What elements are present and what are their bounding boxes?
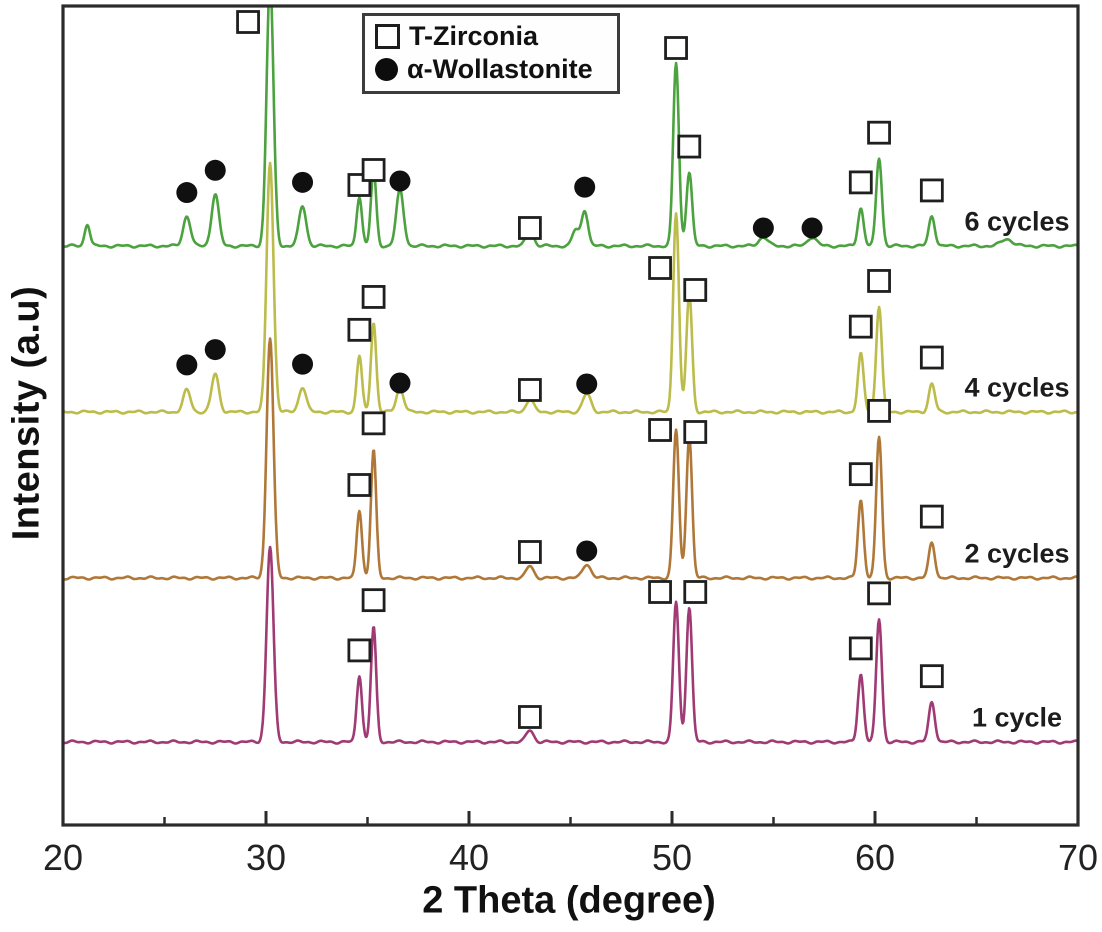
wollastonite-peak-marker: [292, 353, 314, 375]
t-zirconia-peak-marker: [867, 581, 891, 606]
t-zirconia-peak-marker: [347, 317, 372, 342]
t-zirconia-peak-marker: [848, 636, 873, 661]
t-zirconia-peak-marker: [683, 420, 708, 444]
t-zirconia-peak-marker: [664, 36, 688, 60]
xrd-trace-2-cycles: [63, 337, 1078, 581]
legend-label-zirconia: T-Zirconia: [409, 21, 539, 51]
y-axis-title: Intensity (a.u): [5, 285, 48, 541]
t-zirconia-peak-marker: [848, 314, 873, 339]
t-zirconia-peak-marker: [867, 398, 891, 423]
t-zirconia-peak-marker: [867, 269, 891, 293]
xrd-trace-6-cycles: [63, 6, 1078, 249]
wollastonite-peak-marker: [292, 171, 314, 193]
wollastonite-peak-marker: [176, 354, 198, 376]
filled-circle-marker-icon: [375, 58, 398, 81]
t-zirconia-peak-marker: [867, 120, 891, 145]
wollastonite-peak-marker: [389, 170, 411, 192]
open-square-marker-icon: [375, 24, 400, 49]
plot-frame: [61, 4, 1080, 827]
x-tick-label-50: 50: [651, 837, 693, 878]
t-zirconia-peak-marker: [518, 216, 542, 240]
t-zirconia-peak-marker: [848, 462, 873, 487]
t-zirconia-peak-marker: [848, 170, 873, 195]
wollastonite-peak-marker: [176, 182, 198, 204]
t-zirconia-peak-marker: [236, 10, 260, 34]
legend-item-zirconia: T-Zirconia: [375, 21, 609, 52]
trace-label-1-cycle: 1 cycle: [971, 702, 1063, 733]
wollastonite-peak-marker: [576, 540, 598, 562]
xrd-trace-4-cycles: [63, 161, 1078, 415]
t-zirconia-peak-marker: [683, 580, 708, 604]
t-zirconia-peak-marker: [648, 418, 672, 442]
t-zirconia-peak-marker: [361, 411, 386, 436]
t-zirconia-peak-marker: [518, 540, 542, 564]
t-zirconia-peak-marker: [361, 285, 386, 309]
legend: T-Zirconia α-Wollastonite: [362, 13, 620, 94]
trace-label-2-cycles: 2 cycles: [964, 538, 1070, 569]
wollastonite-peak-marker: [801, 217, 823, 239]
t-zirconia-peak-marker: [347, 638, 372, 663]
t-zirconia-peak-marker: [648, 256, 672, 280]
t-zirconia-peak-marker: [919, 504, 944, 529]
x-tick-label-40: 40: [448, 837, 490, 878]
legend-item-wollastonite: α-Wollastonite: [375, 54, 609, 85]
wollastonite-peak-marker: [752, 217, 774, 239]
t-zirconia-peak-marker: [347, 473, 372, 497]
x-tick-label-60: 60: [854, 837, 896, 878]
t-zirconia-peak-marker: [518, 378, 542, 402]
t-zirconia-peak-marker: [919, 664, 944, 689]
x-tick-label-20: 20: [42, 837, 84, 878]
t-zirconia-peak-marker: [648, 580, 672, 604]
t-zirconia-peak-marker: [518, 705, 542, 729]
t-zirconia-peak-marker: [361, 158, 386, 182]
xrd-trace-1-cycle: [63, 545, 1078, 745]
legend-label-wollastonite: α-Wollastonite: [407, 54, 593, 84]
trace-label-6-cycles: 6 cycles: [964, 206, 1070, 237]
wollastonite-peak-marker: [204, 159, 226, 181]
traces-group: [63, 6, 1078, 745]
t-zirconia-peak-marker: [361, 588, 386, 613]
x-tick-label-30: 30: [245, 837, 287, 878]
t-zirconia-peak-marker: [919, 345, 944, 370]
wollastonite-peak-marker: [204, 339, 226, 361]
wollastonite-peak-marker: [389, 372, 411, 394]
t-zirconia-peak-marker: [683, 278, 708, 302]
t-zirconia-peak-marker: [677, 134, 702, 159]
wollastonite-peak-marker: [576, 373, 598, 395]
x-axis-title: 2 Theta (degree): [422, 879, 716, 922]
wollastonite-peak-marker: [574, 176, 596, 198]
x-tick-label-70: 70: [1057, 837, 1099, 878]
t-zirconia-peak-marker: [919, 178, 944, 203]
phase-markers-group: [176, 10, 944, 729]
trace-label-4-cycles: 4 cycles: [964, 372, 1070, 403]
